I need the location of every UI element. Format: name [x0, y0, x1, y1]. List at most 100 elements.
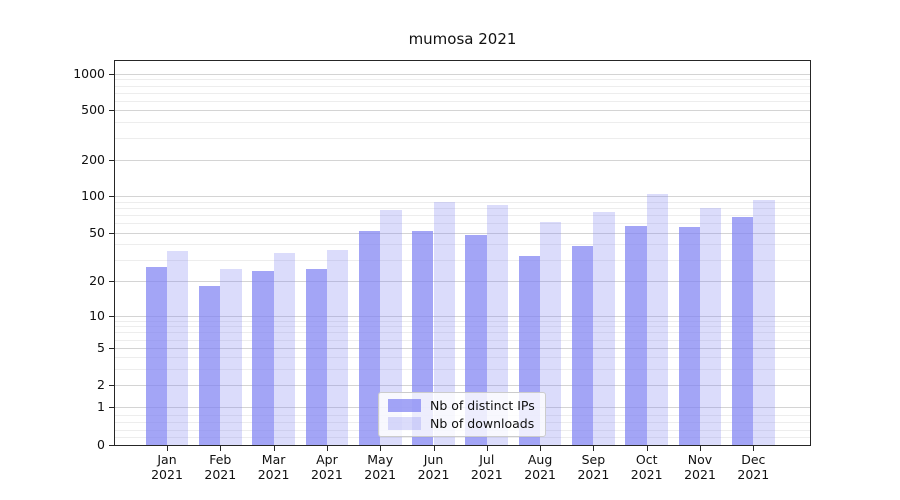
y-tick-mark	[109, 407, 114, 408]
minor-gridline	[115, 79, 810, 81]
bar-distinct-ips	[305, 269, 327, 445]
bar-distinct-ips	[678, 226, 700, 445]
minor-gridline	[115, 201, 810, 203]
minor-gridline	[115, 368, 810, 370]
bar-downloads	[646, 194, 669, 445]
y-tick-mark	[109, 74, 114, 75]
minor-gridline	[115, 326, 810, 328]
bar-downloads	[540, 222, 562, 445]
bar-downloads	[326, 249, 349, 445]
x-tick-mark	[433, 446, 435, 451]
bar-downloads	[486, 205, 509, 445]
bar-distinct-ips	[198, 286, 221, 445]
y-tick-mark	[109, 348, 114, 349]
x-tick-mark	[380, 446, 382, 451]
minor-gridline	[115, 320, 810, 322]
legend-swatch-icon	[388, 417, 421, 430]
y-tick-label: 20	[89, 273, 105, 288]
legend-label: Nb of distinct IPs	[430, 398, 535, 413]
x-tick-label: Aug 2021	[524, 452, 556, 482]
x-tick-label: Oct 2021	[630, 452, 663, 482]
x-tick-mark	[220, 446, 222, 451]
bar-downloads	[220, 269, 242, 445]
minor-gridline	[115, 332, 810, 334]
bar-distinct-ips	[252, 271, 274, 445]
x-tick-label: Nov 2021	[684, 452, 716, 482]
y-tick-mark	[109, 445, 114, 446]
x-tick-mark	[700, 446, 701, 451]
y-tick-mark	[109, 281, 114, 282]
plot-area	[114, 60, 811, 446]
x-tick-label: Apr 2021	[310, 452, 343, 482]
y-tick-label: 0	[97, 437, 105, 452]
minor-gridline	[115, 259, 810, 261]
y-tick-label: 100	[81, 188, 105, 203]
major-gridline	[115, 160, 810, 161]
x-tick-mark	[540, 446, 542, 451]
major-gridline	[115, 281, 810, 282]
legend-swatch-icon	[388, 399, 421, 412]
y-tick-label: 50	[89, 224, 105, 240]
bar-downloads	[273, 252, 295, 445]
minor-gridline	[115, 207, 810, 209]
minor-gridline	[115, 437, 810, 439]
x-tick-label: May 2021	[364, 452, 397, 482]
y-tick-mark	[109, 316, 114, 317]
y-tick-label: 5	[97, 340, 105, 355]
bar-downloads	[167, 251, 189, 445]
x-tick-label: Jul 2021	[470, 452, 503, 482]
minor-gridline	[115, 339, 810, 341]
y-tick-label: 10	[89, 308, 105, 323]
major-gridline	[115, 110, 810, 111]
x-tick-mark	[167, 446, 168, 451]
bar-distinct-ips	[572, 245, 594, 445]
x-tick-label: Jan 2021	[151, 452, 183, 482]
legend-row: Nb of downloads	[388, 416, 535, 431]
chart-title: mumosa 2021	[408, 30, 517, 48]
major-gridline	[115, 348, 810, 349]
minor-gridline	[115, 92, 810, 94]
major-gridline	[115, 316, 810, 317]
y-tick-mark	[109, 160, 114, 161]
y-tick-label: 1000	[73, 66, 105, 81]
minor-gridline	[115, 122, 810, 124]
major-gridline	[115, 385, 810, 386]
bar-distinct-ips	[145, 267, 167, 445]
major-gridline	[115, 196, 810, 197]
minor-gridline	[115, 137, 810, 139]
x-tick-label: Mar 2021	[257, 452, 290, 482]
bar-downloads	[700, 208, 722, 445]
y-tick-label: 500	[81, 102, 105, 117]
bar-downloads	[380, 209, 402, 445]
x-tick-label: Feb 2021	[204, 452, 237, 482]
minor-gridline	[115, 222, 810, 224]
minor-gridline	[115, 100, 810, 102]
x-tick-mark	[593, 446, 595, 451]
x-tick-mark	[273, 446, 275, 451]
x-tick-mark	[486, 446, 488, 451]
bar-downloads	[593, 211, 615, 445]
major-gridline	[115, 74, 810, 75]
x-tick-label: Jun 2021	[417, 452, 450, 482]
y-tick-mark	[109, 110, 114, 111]
legend: Nb of distinct IPs Nb of downloads	[378, 392, 546, 437]
bar-distinct-ips	[731, 217, 754, 445]
minor-gridline	[115, 214, 810, 216]
y-tick-label: 2	[97, 377, 105, 392]
major-gridline	[115, 232, 810, 234]
y-tick-label: 1	[97, 399, 105, 414]
bar-downloads	[753, 200, 775, 445]
minor-gridline	[115, 85, 810, 87]
x-tick-mark	[326, 446, 328, 451]
y-tick-mark	[109, 232, 114, 234]
y-tick-label: 200	[81, 152, 105, 167]
bar-distinct-ips	[412, 231, 434, 445]
legend-row: Nb of distinct IPs	[388, 398, 535, 413]
bar-distinct-ips	[358, 231, 381, 445]
minor-gridline	[115, 244, 810, 246]
y-tick-mark	[109, 385, 114, 386]
x-tick-label: Sep 2021	[577, 452, 610, 482]
y-tick-mark	[109, 196, 114, 197]
x-tick-mark	[646, 446, 648, 451]
